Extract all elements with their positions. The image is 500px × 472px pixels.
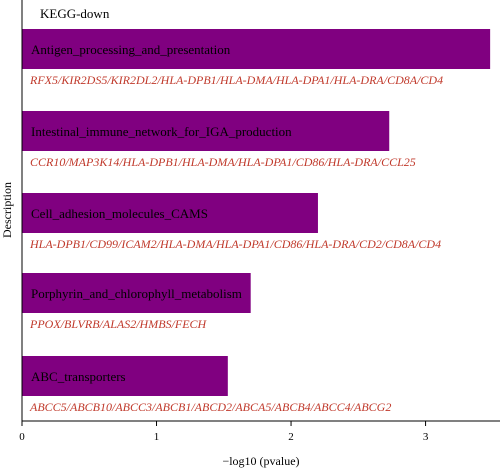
x-tick-label: 2	[288, 431, 294, 443]
category-label: Cell_adhesion_molecules_CAMS	[31, 206, 208, 221]
category-label: Antigen_processing_and_presentation	[31, 42, 231, 57]
gene-list-label: RFX5/KIR2DS5/KIR2DL2/HLA-DPB1/HLA-DMA/HL…	[29, 73, 443, 87]
axes-layer: 0 1 2 3	[19, 0, 500, 443]
gene-list-label: ABCC5/ABCB10/ABCC3/ABCB1/ABCD2/ABCA5/ABC…	[29, 400, 391, 414]
bar	[22, 29, 491, 69]
x-tick-label: 3	[423, 431, 429, 443]
bar	[22, 193, 318, 233]
x-tick-label: 0	[19, 431, 25, 443]
bar	[22, 273, 251, 313]
category-label: Intestinal_immune_network_for_IGA_produc…	[31, 124, 292, 139]
x-axis-title: −log10 (pvalue)	[222, 454, 299, 468]
bar	[22, 111, 390, 151]
x-tick-label: 1	[154, 431, 160, 443]
chart-title: KEGG-down	[40, 6, 110, 21]
gene-list-label: PPOX/BLVRB/ALAS2/HMBS/FECH	[29, 317, 208, 331]
y-axis-title: Description	[0, 182, 14, 238]
bar	[22, 356, 228, 396]
bars-layer	[22, 29, 491, 396]
category-label: ABC_transporters	[31, 369, 126, 384]
gene-list-label: CCR10/MAP3K14/HLA-DPB1/HLA-DMA/HLA-DPA1/…	[30, 155, 416, 169]
gene-list-label: HLA-DPB1/CD99/ICAM2/HLA-DMA/HLA-DPA1/CD8…	[29, 237, 441, 251]
category-label: Porphyrin_and_chlorophyll_metabolism	[31, 286, 242, 301]
labels-layer: Antigen_processing_and_presentation RFX5/…	[29, 42, 443, 414]
